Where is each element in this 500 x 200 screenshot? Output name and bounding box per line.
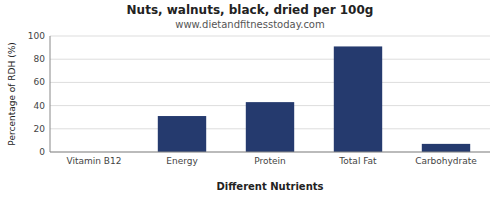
y-tick-label: 40 xyxy=(34,101,46,111)
bar xyxy=(334,46,382,152)
x-tick-label: Protein xyxy=(254,156,286,166)
x-tick-label: Total Fat xyxy=(338,156,377,166)
y-tick-label: 60 xyxy=(34,77,46,87)
x-axis-label: Different Nutrients xyxy=(217,181,324,192)
bars xyxy=(158,46,470,152)
x-axis-line xyxy=(50,152,490,153)
chart: Nuts, walnuts, black, dried per 100g www.… xyxy=(0,0,500,200)
grid-line xyxy=(50,82,490,83)
grid xyxy=(50,36,490,152)
x-tick-label: Carbohydrate xyxy=(415,156,477,166)
bar xyxy=(422,144,470,152)
bar xyxy=(158,116,206,152)
title: Nuts, walnuts, black, dried per 100g xyxy=(127,3,374,17)
y-axis-line xyxy=(50,36,51,152)
bar xyxy=(246,102,294,152)
y-tick-label: 0 xyxy=(39,147,45,157)
subtitle: www.dietandfitnesstoday.com xyxy=(175,19,324,30)
y-tick-label: 100 xyxy=(28,31,45,41)
y-axis-label: Percentage of RDH (%) xyxy=(7,42,17,145)
x-tick-label: Vitamin B12 xyxy=(67,156,122,166)
grid-line xyxy=(50,59,490,60)
y-tick-label: 80 xyxy=(34,54,46,64)
grid-line xyxy=(50,36,490,37)
grid-line xyxy=(50,152,490,153)
y-tick-label: 20 xyxy=(34,124,46,134)
x-tick-label: Energy xyxy=(166,156,198,166)
